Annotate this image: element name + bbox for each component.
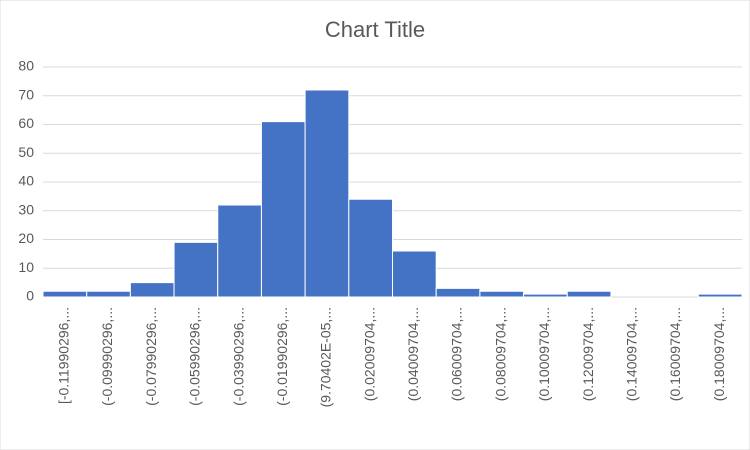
x-tick-label: (0.02009704,... xyxy=(361,307,377,401)
bar xyxy=(697,293,743,298)
x-tick-label: (0.18009704,... xyxy=(711,307,727,401)
x-tick-label: (-0.03990296,... xyxy=(230,307,246,406)
bar xyxy=(479,290,525,298)
y-tick-label: 30 xyxy=(18,201,34,217)
x-tick-label: (9.70402E-05,... xyxy=(318,307,334,407)
bar xyxy=(523,293,568,298)
x-tick-label: (0.06009704,... xyxy=(449,307,465,401)
y-tick-label: 70 xyxy=(18,86,34,102)
bar xyxy=(304,89,350,298)
y-tick-label: 50 xyxy=(18,144,34,160)
x-tick-label: (0.12009704,... xyxy=(580,307,596,401)
bar xyxy=(217,204,262,298)
y-tick-label: 10 xyxy=(18,259,34,275)
bar xyxy=(86,290,131,298)
bar xyxy=(260,121,306,298)
bar xyxy=(42,290,88,298)
bar xyxy=(566,290,612,298)
y-tick-label: 40 xyxy=(18,173,34,189)
x-tick-label: (0.08009704,... xyxy=(492,307,508,401)
x-tick-label: (-0.07990296,... xyxy=(143,307,159,406)
x-tick-label: (-0.05990296,... xyxy=(187,307,203,406)
x-tick-label: (0.04009704,... xyxy=(405,307,421,401)
bar xyxy=(129,282,175,298)
bar xyxy=(435,287,481,298)
y-tick-label: 20 xyxy=(18,230,34,246)
x-tick-label: [-0.11990296,... xyxy=(56,307,72,404)
x-tick-label: (0.14009704,... xyxy=(623,307,639,401)
bar xyxy=(392,250,437,298)
bar xyxy=(348,198,393,298)
chart-title: Chart Title xyxy=(325,17,425,42)
x-tick-label: (0.16009704,... xyxy=(667,307,683,401)
y-tick-label: 80 xyxy=(18,58,34,74)
x-tick-label: (0.10009704,... xyxy=(536,307,552,401)
y-tick-label: 60 xyxy=(18,115,34,131)
y-tick-label: 0 xyxy=(26,288,34,304)
bar xyxy=(173,241,219,298)
x-tick-label: (-0.01990296,... xyxy=(274,307,290,406)
x-tick-label: (-0.09990296,... xyxy=(99,307,115,406)
